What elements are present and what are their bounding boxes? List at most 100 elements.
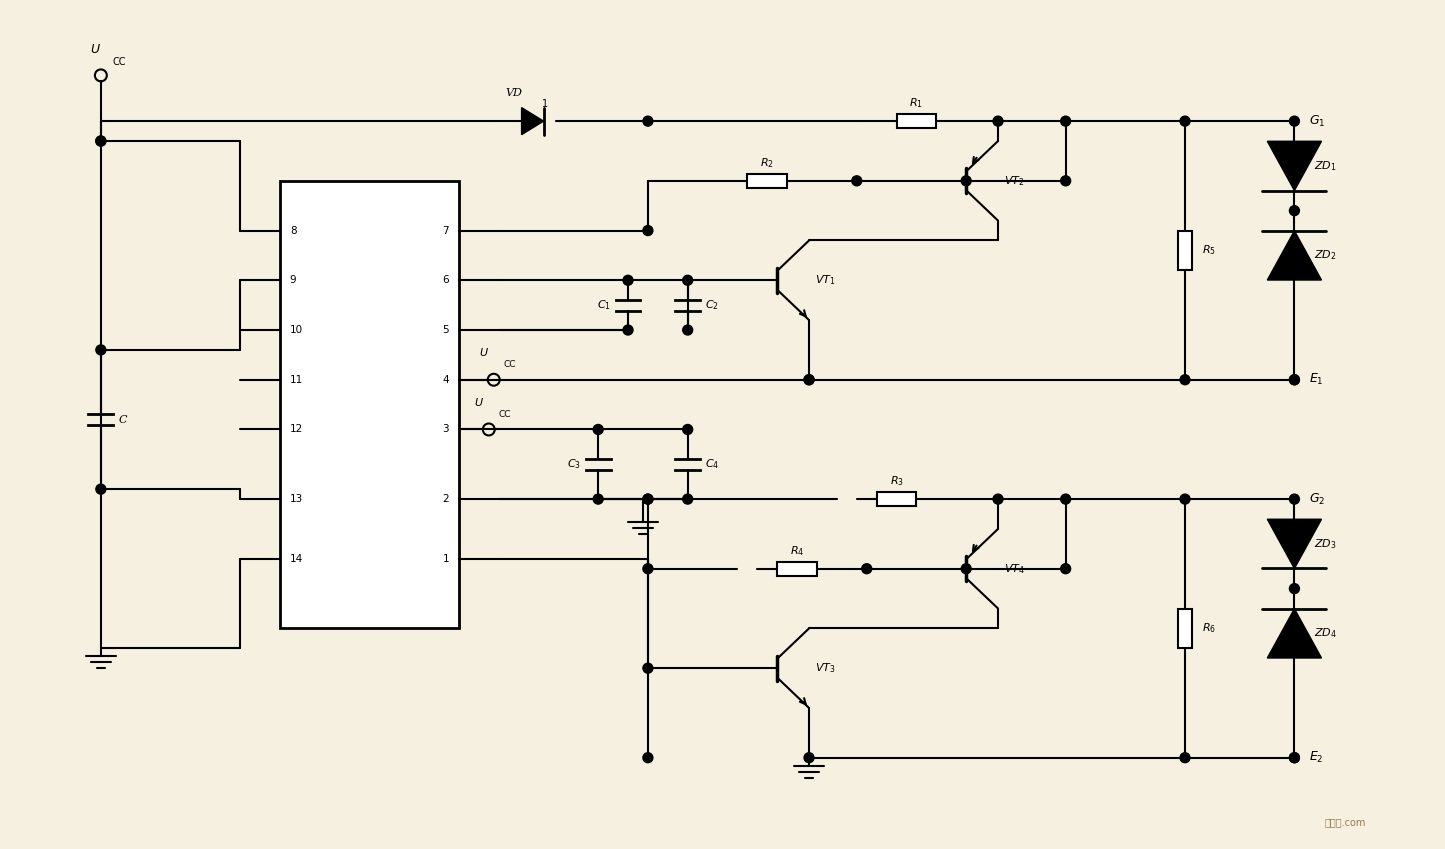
Text: $C_1$: $C_1$ bbox=[597, 298, 611, 312]
Text: $VT_2$: $VT_2$ bbox=[1004, 174, 1025, 188]
Text: 4: 4 bbox=[442, 374, 449, 385]
Circle shape bbox=[643, 116, 653, 127]
Circle shape bbox=[861, 564, 871, 574]
Circle shape bbox=[1181, 753, 1191, 762]
Polygon shape bbox=[1267, 141, 1322, 190]
Circle shape bbox=[803, 374, 814, 385]
Text: 1: 1 bbox=[542, 99, 548, 110]
Circle shape bbox=[993, 494, 1003, 504]
Circle shape bbox=[682, 424, 692, 435]
Text: 13: 13 bbox=[290, 494, 303, 504]
Bar bbox=[777, 562, 816, 576]
Text: VD: VD bbox=[506, 88, 522, 98]
Text: 12: 12 bbox=[290, 424, 303, 435]
Polygon shape bbox=[522, 108, 543, 135]
Circle shape bbox=[1061, 494, 1071, 504]
Circle shape bbox=[1061, 116, 1071, 127]
Text: $VT_3$: $VT_3$ bbox=[815, 661, 835, 675]
Bar bbox=[896, 114, 936, 128]
Text: $VT_1$: $VT_1$ bbox=[815, 273, 835, 287]
Circle shape bbox=[643, 753, 653, 762]
Text: $E_1$: $E_1$ bbox=[1309, 372, 1324, 387]
Text: 7: 7 bbox=[442, 226, 449, 235]
Circle shape bbox=[594, 494, 603, 504]
Polygon shape bbox=[1267, 520, 1322, 569]
Text: $E_2$: $E_2$ bbox=[1309, 751, 1324, 765]
Text: CC: CC bbox=[113, 58, 126, 67]
Circle shape bbox=[1289, 374, 1299, 385]
Circle shape bbox=[682, 275, 692, 285]
Text: $ZD_3$: $ZD_3$ bbox=[1315, 537, 1337, 551]
Circle shape bbox=[594, 424, 603, 435]
Text: $ZD_1$: $ZD_1$ bbox=[1315, 159, 1337, 173]
Circle shape bbox=[1289, 753, 1299, 762]
Circle shape bbox=[803, 374, 814, 385]
Circle shape bbox=[682, 325, 692, 335]
Text: CC: CC bbox=[504, 360, 516, 368]
Text: $ZD_4$: $ZD_4$ bbox=[1315, 627, 1337, 640]
Circle shape bbox=[1181, 494, 1191, 504]
Text: 11: 11 bbox=[290, 374, 303, 385]
Text: 接线图.com: 接线图.com bbox=[1324, 818, 1366, 828]
Circle shape bbox=[1289, 116, 1299, 127]
Text: $U$: $U$ bbox=[478, 346, 488, 358]
Circle shape bbox=[1289, 494, 1299, 504]
Circle shape bbox=[1289, 753, 1299, 762]
Text: $R_2$: $R_2$ bbox=[760, 156, 775, 170]
Text: $R_1$: $R_1$ bbox=[909, 96, 923, 110]
Circle shape bbox=[623, 325, 633, 335]
Text: CC: CC bbox=[499, 409, 512, 419]
Text: 1: 1 bbox=[442, 554, 449, 564]
Text: $G_1$: $G_1$ bbox=[1309, 114, 1325, 129]
Circle shape bbox=[1181, 374, 1191, 385]
Circle shape bbox=[1289, 374, 1299, 385]
Text: 3: 3 bbox=[442, 424, 449, 435]
Bar bbox=[1178, 609, 1192, 649]
Circle shape bbox=[95, 136, 105, 146]
Bar bbox=[877, 492, 916, 506]
Circle shape bbox=[803, 753, 814, 762]
Circle shape bbox=[961, 564, 971, 574]
Circle shape bbox=[643, 226, 653, 235]
Circle shape bbox=[623, 275, 633, 285]
Bar bbox=[1178, 231, 1192, 270]
Text: $C_3$: $C_3$ bbox=[566, 458, 581, 471]
Text: $VT_4$: $VT_4$ bbox=[1004, 562, 1025, 576]
Text: $G_2$: $G_2$ bbox=[1309, 492, 1325, 507]
Circle shape bbox=[643, 663, 653, 673]
Text: $ZD_2$: $ZD_2$ bbox=[1315, 249, 1337, 262]
Text: 10: 10 bbox=[290, 325, 303, 335]
Text: $R_3$: $R_3$ bbox=[890, 475, 903, 488]
Circle shape bbox=[1289, 583, 1299, 593]
Circle shape bbox=[1289, 205, 1299, 216]
Circle shape bbox=[993, 116, 1003, 127]
Circle shape bbox=[643, 494, 653, 504]
Circle shape bbox=[1061, 564, 1071, 574]
Text: 14: 14 bbox=[290, 554, 303, 564]
Text: 6: 6 bbox=[442, 275, 449, 285]
Text: C: C bbox=[118, 414, 127, 424]
Text: $R_5$: $R_5$ bbox=[1202, 244, 1215, 257]
Text: 8: 8 bbox=[290, 226, 296, 235]
Bar bbox=[747, 174, 788, 188]
Circle shape bbox=[682, 494, 692, 504]
Text: $U$: $U$ bbox=[474, 396, 484, 408]
Text: 2: 2 bbox=[442, 494, 449, 504]
Circle shape bbox=[95, 484, 105, 494]
Text: $R_6$: $R_6$ bbox=[1202, 621, 1217, 635]
Circle shape bbox=[851, 176, 861, 186]
Circle shape bbox=[1181, 116, 1191, 127]
Text: $U$: $U$ bbox=[91, 43, 101, 56]
Text: $C_2$: $C_2$ bbox=[705, 298, 720, 312]
Circle shape bbox=[95, 136, 105, 146]
Text: 5: 5 bbox=[442, 325, 449, 335]
Text: 9: 9 bbox=[290, 275, 296, 285]
Bar bbox=[280, 181, 460, 628]
Circle shape bbox=[643, 564, 653, 574]
Circle shape bbox=[643, 494, 653, 504]
Text: $C_4$: $C_4$ bbox=[705, 458, 720, 471]
Text: $R_4$: $R_4$ bbox=[790, 544, 805, 558]
Circle shape bbox=[1061, 176, 1071, 186]
Circle shape bbox=[95, 345, 105, 355]
Polygon shape bbox=[1267, 231, 1322, 280]
